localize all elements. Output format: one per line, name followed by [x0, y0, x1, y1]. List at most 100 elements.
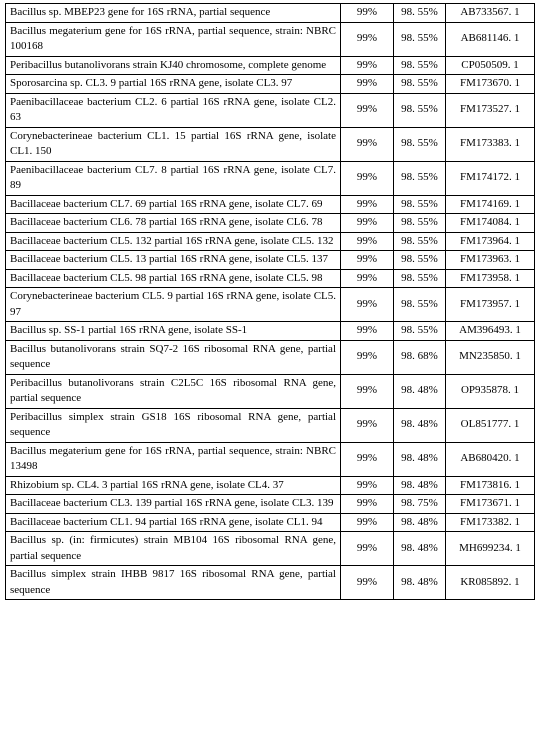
description: Paenibacillaceae bacterium CL2. 6 partia… — [5, 92, 341, 128]
accession: AB680420. 1 — [445, 441, 535, 477]
query-cover: 99% — [340, 565, 394, 600]
query-cover: 99% — [340, 213, 394, 233]
query-cover: 99% — [340, 373, 394, 409]
description: Peribacillus simplex strain GS18 16S rib… — [5, 407, 341, 443]
description: Peribacillus butanolivorans strain KJ40 … — [5, 55, 341, 75]
accession: OL851777. 1 — [445, 407, 535, 443]
identity: 98. 48% — [393, 512, 446, 532]
table-row: Bacillaceae bacterium CL1. 94 partial 16… — [5, 512, 535, 532]
table-row: Corynebacterineae bacterium CL5. 9 parti… — [5, 287, 535, 322]
accession: FM173527. 1 — [445, 92, 535, 128]
accession: AM396493. 1 — [445, 321, 535, 341]
accession: FM173957. 1 — [445, 287, 535, 322]
description: Paenibacillaceae bacterium CL7. 8 partia… — [5, 160, 341, 196]
description: Bacillus megaterium gene for 16S rRNA, p… — [5, 21, 341, 57]
table-row: Rhizobium sp. CL4. 3 partial 16S rRNA ge… — [5, 475, 535, 495]
identity: 98. 55% — [393, 74, 446, 94]
table-row: Bacillus megaterium gene for 16S rRNA, p… — [5, 21, 535, 57]
identity: 98. 55% — [393, 92, 446, 128]
accession: OP935878. 1 — [445, 373, 535, 409]
query-cover: 99% — [340, 74, 394, 94]
description: Rhizobium sp. CL4. 3 partial 16S rRNA ge… — [5, 475, 341, 495]
identity: 98. 75% — [393, 494, 446, 514]
description: Sporosarcina sp. CL3. 9 partial 16S rRNA… — [5, 74, 341, 94]
description: Bacillus simplex strain IHBB 9817 16S ri… — [5, 565, 341, 600]
accession: FM173383. 1 — [445, 126, 535, 162]
accession: KR085892. 1 — [445, 565, 535, 600]
document: Bacillus sp. MBEP23 gene for 16S rRNA, p… — [5, 3, 535, 600]
table-row: Bacillaceae bacterium CL5. 98 partial 16… — [5, 268, 535, 288]
description: Bacillus sp. MBEP23 gene for 16S rRNA, p… — [5, 3, 341, 23]
identity: 98. 55% — [393, 321, 446, 341]
table-body: Bacillus sp. MBEP23 gene for 16S rRNA, p… — [5, 3, 535, 600]
description: Peribacillus butanolivorans strain C2L5C… — [5, 373, 341, 409]
accession: FM173964. 1 — [445, 231, 535, 251]
identity: 98. 55% — [393, 268, 446, 288]
table-row: Bacillus simplex strain IHBB 9817 16S ri… — [5, 565, 535, 600]
accession: FM173671. 1 — [445, 494, 535, 514]
description: Bacillus butanolivorans strain SQ7-2 16S… — [5, 339, 341, 375]
query-cover: 99% — [340, 339, 394, 375]
table-row: Bacillus butanolivorans strain SQ7-2 16S… — [5, 339, 535, 375]
identity: 98. 55% — [393, 55, 446, 75]
accession: FM174169. 1 — [445, 194, 535, 214]
query-cover: 99% — [340, 21, 394, 57]
identity: 98. 55% — [393, 160, 446, 196]
identity: 98. 48% — [393, 565, 446, 600]
identity: 98. 48% — [393, 475, 446, 495]
table-row: Bacillaceae bacterium CL7. 69 partial 16… — [5, 194, 535, 214]
table-row: Peribacillus butanolivorans strain KJ40 … — [5, 55, 535, 75]
query-cover: 99% — [340, 3, 394, 23]
description: Bacillaceae bacterium CL5. 13 partial 16… — [5, 250, 341, 270]
identity: 98. 55% — [393, 287, 446, 322]
identity: 98. 48% — [393, 441, 446, 477]
table-row: Bacillaceae bacterium CL6. 78 partial 16… — [5, 213, 535, 233]
accession: FM173958. 1 — [445, 268, 535, 288]
accession: CP050509. 1 — [445, 55, 535, 75]
identity: 98. 48% — [393, 407, 446, 443]
identity: 98. 55% — [393, 250, 446, 270]
description: Bacillaceae bacterium CL5. 132 partial 1… — [5, 231, 341, 251]
description: Corynebacterineae bacterium CL5. 9 parti… — [5, 287, 341, 322]
accession: FM173816. 1 — [445, 475, 535, 495]
identity: 98. 48% — [393, 373, 446, 409]
description: Bacillus sp. (in: firmicutes) strain MB1… — [5, 531, 341, 566]
table-row: Peribacillus butanolivorans strain C2L5C… — [5, 373, 535, 409]
query-cover: 99% — [340, 250, 394, 270]
description: Bacillaceae bacterium CL6. 78 partial 16… — [5, 213, 341, 233]
table-row: Bacillus sp. (in: firmicutes) strain MB1… — [5, 531, 535, 566]
identity: 98. 55% — [393, 3, 446, 23]
query-cover: 99% — [340, 407, 394, 443]
accession: MN235850. 1 — [445, 339, 535, 375]
query-cover: 99% — [340, 512, 394, 532]
query-cover: 99% — [340, 160, 394, 196]
accession: AB681146. 1 — [445, 21, 535, 57]
table-row: Paenibacillaceae bacterium CL7. 8 partia… — [5, 160, 535, 196]
table-row: Bacillus sp. SS-1 partial 16S rRNA gene,… — [5, 321, 535, 341]
description: Bacillaceae bacterium CL1. 94 partial 16… — [5, 512, 341, 532]
identity: 98. 48% — [393, 531, 446, 566]
query-cover: 99% — [340, 441, 394, 477]
accession: FM173382. 1 — [445, 512, 535, 532]
query-cover: 99% — [340, 126, 394, 162]
accession: FM173670. 1 — [445, 74, 535, 94]
query-cover: 99% — [340, 494, 394, 514]
accession: FM174084. 1 — [445, 213, 535, 233]
table-row: Bacillus megaterium gene for 16S rRNA, p… — [5, 441, 535, 477]
accession: MH699234. 1 — [445, 531, 535, 566]
table-row: Sporosarcina sp. CL3. 9 partial 16S rRNA… — [5, 74, 535, 94]
query-cover: 99% — [340, 321, 394, 341]
results-table: Bacillus sp. MBEP23 gene for 16S rRNA, p… — [5, 3, 535, 600]
query-cover: 99% — [340, 55, 394, 75]
description: Bacillaceae bacterium CL7. 69 partial 16… — [5, 194, 341, 214]
identity: 98. 55% — [393, 126, 446, 162]
accession: FM173963. 1 — [445, 250, 535, 270]
query-cover: 99% — [340, 231, 394, 251]
accession: AB733567. 1 — [445, 3, 535, 23]
query-cover: 99% — [340, 268, 394, 288]
description: Bacillaceae bacterium CL5. 98 partial 16… — [5, 268, 341, 288]
table-row: Corynebacterineae bacterium CL1. 15 part… — [5, 126, 535, 162]
identity: 98. 55% — [393, 21, 446, 57]
query-cover: 99% — [340, 475, 394, 495]
